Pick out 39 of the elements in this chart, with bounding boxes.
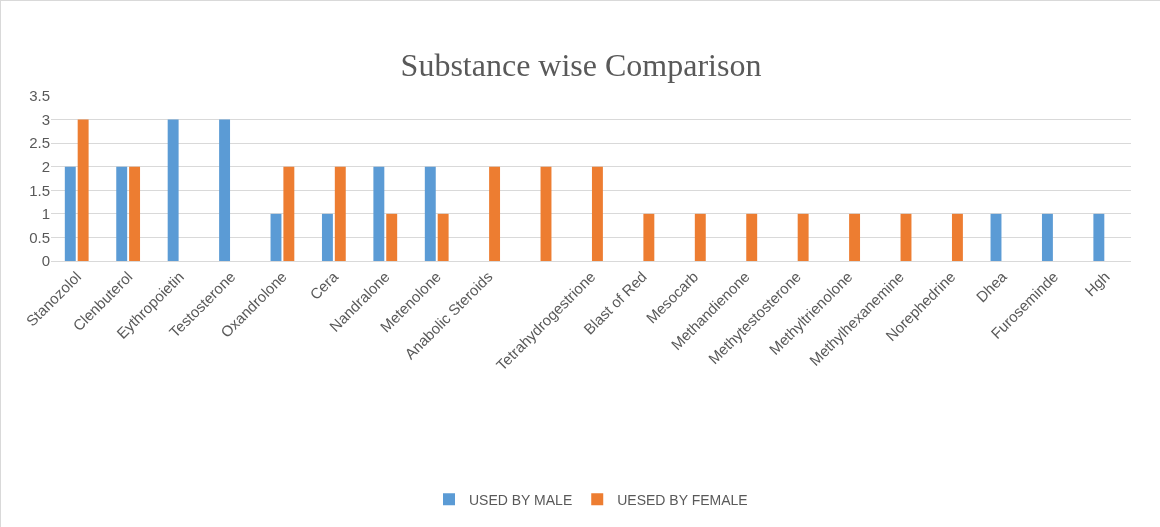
bar xyxy=(334,166,346,261)
bar xyxy=(1041,213,1053,261)
bar xyxy=(643,213,655,261)
bar xyxy=(167,119,179,261)
bar xyxy=(219,119,231,261)
legend-label: UESED BY FEMALE xyxy=(617,491,748,508)
bar xyxy=(1093,213,1105,261)
bar xyxy=(489,166,501,261)
y-tick-label: 3 xyxy=(41,110,50,128)
bar xyxy=(129,166,141,261)
bar xyxy=(116,166,128,261)
bar xyxy=(849,213,861,261)
bar xyxy=(540,166,552,261)
bar xyxy=(900,213,912,261)
bar xyxy=(321,213,333,261)
chart-title: Substance wise Comparison xyxy=(400,47,762,84)
bar xyxy=(283,166,295,261)
bar xyxy=(591,166,603,261)
bar xyxy=(77,119,89,261)
y-tick-label: 0.5 xyxy=(29,228,50,246)
y-tick-label: 3.5 xyxy=(29,87,50,105)
y-tick-label: 1.5 xyxy=(29,181,50,199)
bar xyxy=(746,213,758,261)
bar xyxy=(64,166,76,261)
y-tick-label: 2 xyxy=(41,157,50,175)
bar xyxy=(386,213,398,261)
bar xyxy=(990,213,1002,261)
bar xyxy=(437,213,449,261)
bar xyxy=(694,213,706,261)
bar xyxy=(951,213,963,261)
x-tick-label: Hgh xyxy=(1081,267,1113,300)
y-tick-label: 0 xyxy=(41,252,50,270)
bar xyxy=(797,213,809,261)
y-tick-label: 1 xyxy=(41,205,50,223)
bar xyxy=(424,166,436,261)
y-tick-label: 2.5 xyxy=(29,134,50,152)
legend-label: USED BY MALE xyxy=(469,491,573,508)
bar xyxy=(373,166,385,261)
bar xyxy=(270,213,282,261)
